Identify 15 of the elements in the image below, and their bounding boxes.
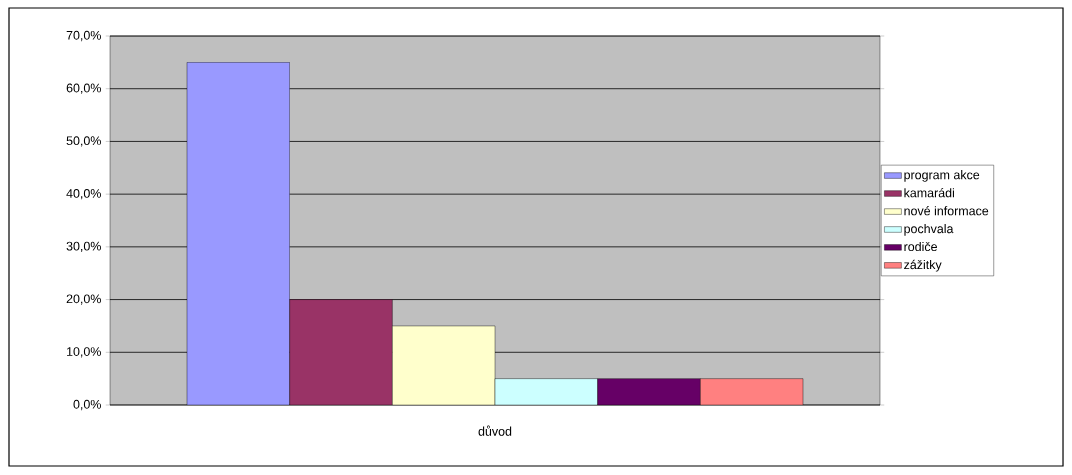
y-tick-label: 50,0%: [66, 136, 101, 147]
legend-label: nové informace: [904, 206, 989, 216]
legend-label: kamarádi: [904, 188, 954, 198]
y-tick-label: 0,0%: [73, 399, 101, 411]
x-tick-label: důvod: [478, 425, 512, 436]
y-tick-label: 20,0%: [66, 294, 101, 305]
y-tick-label: 70,0%: [66, 30, 101, 42]
y-tick-label: 10,0%: [67, 347, 101, 358]
y-tick-label: 30,0%: [66, 241, 101, 252]
legend-label: rodiče: [904, 241, 937, 252]
y-tick-label: 40,0%: [66, 189, 101, 200]
y-tick-label: 60,0%: [66, 83, 101, 94]
legend-label: pochvala: [904, 224, 954, 236]
legend-label: zážitky: [904, 259, 942, 272]
legend-label: program akce: [904, 170, 980, 182]
